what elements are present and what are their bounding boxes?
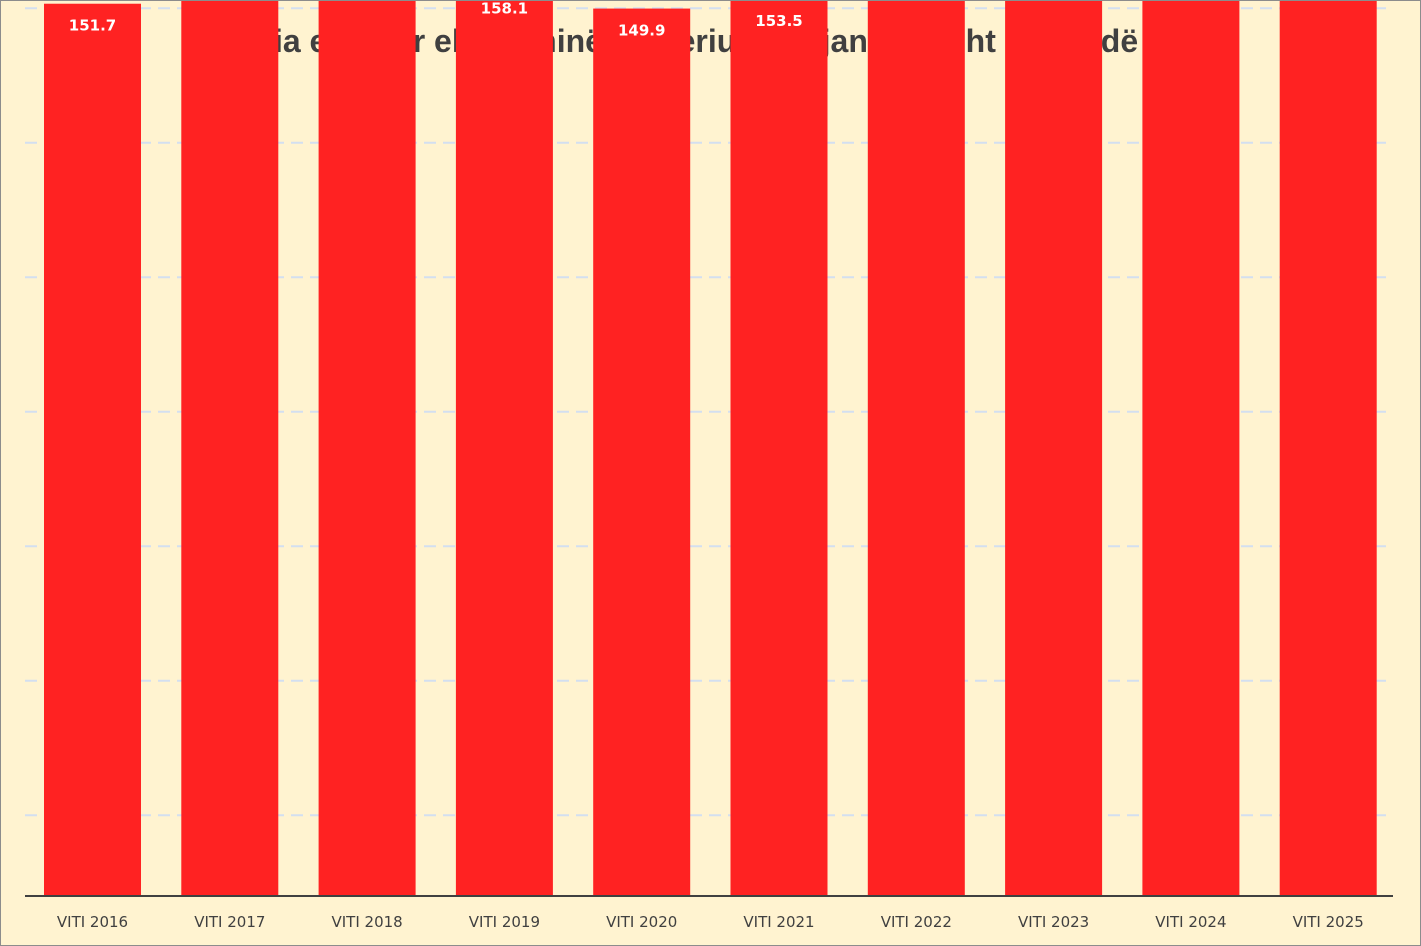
bar xyxy=(455,1,553,897)
x-tick-label: VITI 2016 xyxy=(57,913,128,931)
bar-value-label: 158.1 xyxy=(481,1,528,18)
x-tick-label: VITI 2023 xyxy=(1018,913,1089,931)
x-tick-label: VITI 2020 xyxy=(606,913,677,931)
x-tick-label: VITI 2024 xyxy=(1155,913,1226,931)
x-tick-label: VITI 2021 xyxy=(743,913,814,931)
x-tick-label: VITI 2018 xyxy=(331,913,402,931)
bar xyxy=(1142,1,1240,896)
bar xyxy=(44,3,141,897)
bar-value-label: 151.7 xyxy=(69,17,116,35)
bar-value-label: 149.9 xyxy=(618,22,665,40)
bar xyxy=(730,1,828,896)
x-tick-label: VITI 2017 xyxy=(194,913,265,931)
bar xyxy=(1005,1,1103,897)
bar-value-label: 153.5 xyxy=(755,12,802,30)
bar xyxy=(181,1,279,897)
bar xyxy=(318,1,416,896)
bar xyxy=(867,1,965,896)
bar xyxy=(593,8,691,897)
bar xyxy=(1279,1,1377,897)
x-tick-label: VITI 2019 xyxy=(469,913,540,931)
x-tick-label: VITI 2022 xyxy=(881,913,952,931)
x-tick-label: VITI 2025 xyxy=(1293,913,1364,931)
